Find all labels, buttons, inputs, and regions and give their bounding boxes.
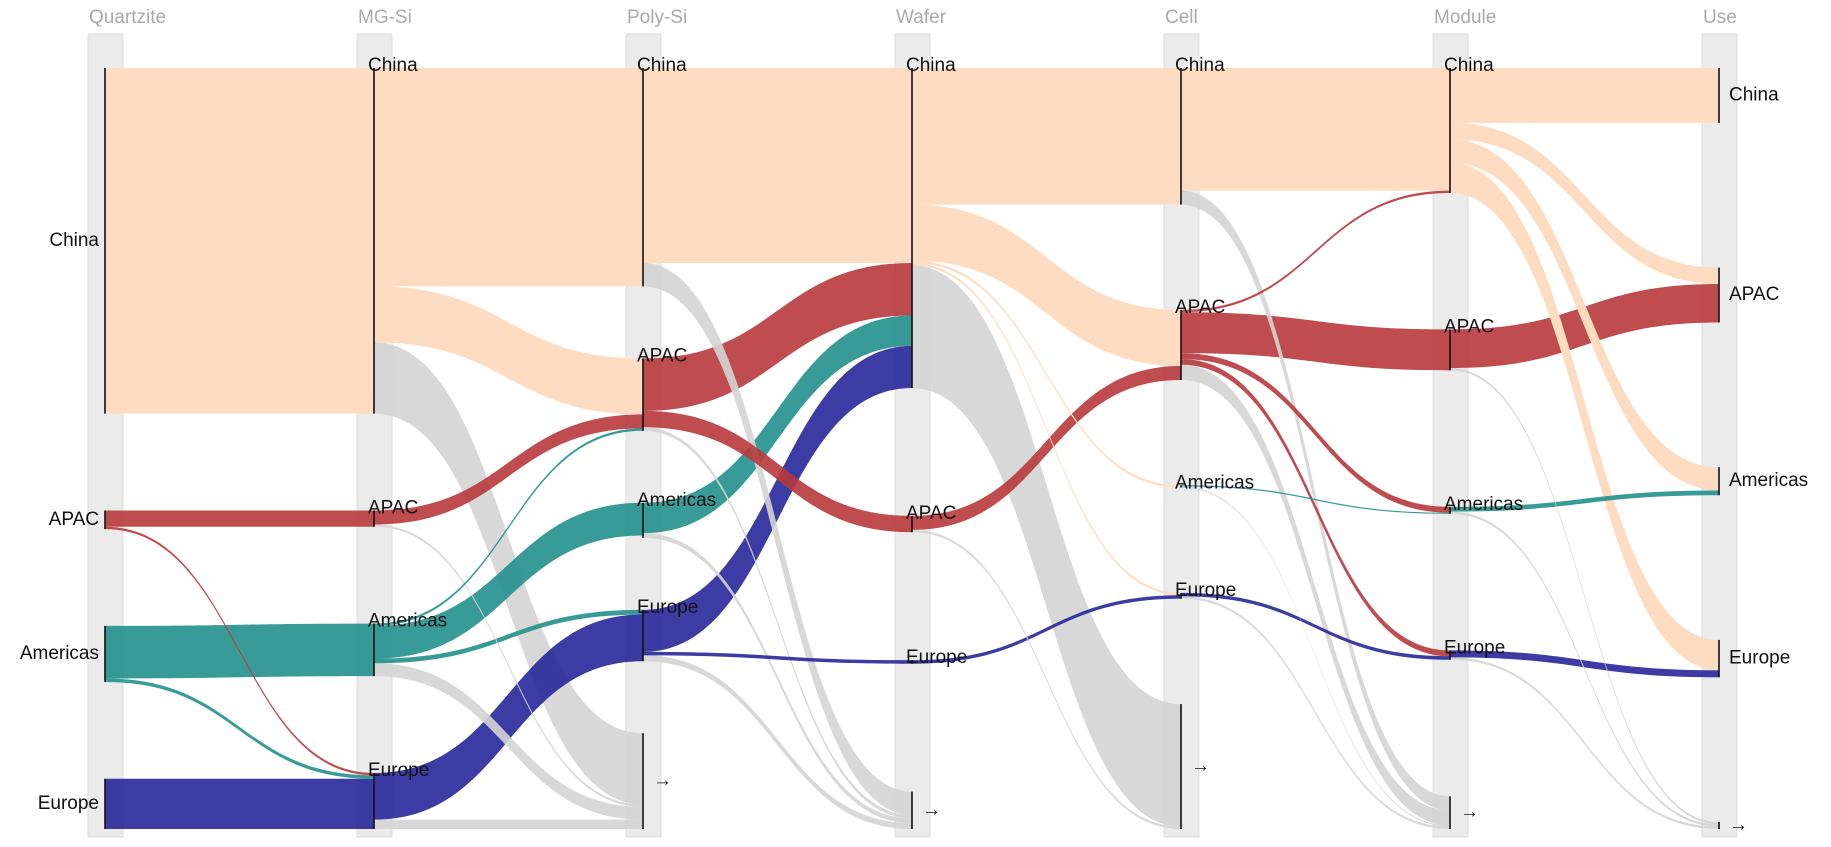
link — [1450, 162, 1719, 671]
link — [1181, 596, 1450, 829]
link — [374, 819, 643, 829]
node-label: → — [1460, 802, 1479, 823]
link — [643, 427, 912, 819]
node-label: Americas — [1175, 472, 1254, 493]
node-label: Europe — [368, 760, 429, 781]
node-label: Europe — [1729, 648, 1790, 669]
link — [643, 655, 912, 829]
node-label: APAC — [637, 345, 687, 366]
link — [1450, 657, 1719, 829]
node-label: APAC — [1444, 316, 1494, 337]
link — [912, 365, 1181, 530]
link — [374, 286, 643, 415]
link — [1181, 68, 1450, 191]
link — [912, 260, 1181, 488]
link — [1181, 364, 1450, 826]
node-label: China — [49, 230, 99, 251]
node-label: Americas — [368, 611, 447, 632]
node-label: Americas — [20, 643, 99, 664]
node-label: APAC — [49, 509, 99, 530]
link — [643, 345, 912, 652]
link — [105, 68, 374, 414]
link — [105, 526, 374, 776]
link — [643, 263, 912, 815]
node-label: Americas — [1444, 494, 1523, 515]
link — [1450, 68, 1719, 123]
node-label: China — [637, 55, 687, 76]
stage-label: Quartzite — [89, 7, 166, 28]
node-label: APAC — [906, 503, 956, 524]
node-label: Europe — [637, 597, 698, 618]
link — [643, 68, 912, 264]
node-label: APAC — [1175, 297, 1225, 318]
link — [105, 510, 374, 527]
link — [1181, 485, 1450, 514]
link — [643, 315, 912, 534]
link — [912, 68, 1181, 205]
link — [643, 263, 912, 411]
link — [1181, 592, 1450, 660]
stage-label: Wafer — [896, 7, 947, 28]
link — [374, 524, 643, 807]
link — [912, 529, 1181, 829]
link — [1181, 312, 1450, 371]
link — [912, 204, 1181, 366]
link — [374, 68, 643, 287]
node-label: China — [368, 55, 418, 76]
link — [374, 609, 643, 664]
node-label: APAC — [368, 497, 418, 518]
link — [1181, 358, 1450, 657]
link — [912, 595, 1181, 664]
node-label: → — [1729, 815, 1748, 836]
node-label: Europe — [1444, 637, 1505, 658]
link — [643, 651, 912, 664]
link — [1181, 486, 1450, 827]
links — [105, 68, 1719, 829]
node-label: Americas — [1729, 470, 1808, 491]
node-label: Americas — [637, 490, 716, 511]
stage-label: Use — [1703, 7, 1737, 28]
link — [1450, 511, 1719, 827]
stage-label: Poly-Si — [627, 7, 687, 28]
node-label: Europe — [906, 647, 967, 668]
link — [1450, 650, 1719, 678]
link — [1181, 190, 1450, 811]
stage-label: Cell — [1165, 7, 1198, 28]
node-label: China — [906, 55, 956, 76]
node-label: APAC — [1729, 284, 1779, 305]
link — [912, 263, 1181, 596]
stage-label: MG-Si — [358, 7, 412, 28]
link — [374, 428, 643, 626]
link — [912, 265, 1181, 827]
link — [374, 663, 643, 820]
link — [1181, 353, 1450, 513]
link — [1181, 190, 1450, 313]
nodes: China APAC Americas Europe China APAC Americas… — [20, 55, 1808, 835]
node-label: China — [1444, 55, 1494, 76]
link — [374, 614, 643, 820]
node-label: Europe — [38, 793, 99, 814]
link — [1450, 490, 1719, 512]
stage-label: Module — [1434, 7, 1496, 28]
link — [643, 410, 912, 533]
node-label: → — [922, 799, 941, 820]
node-label: → — [1191, 756, 1210, 777]
column-background — [1701, 33, 1738, 838]
node-label: → — [653, 770, 672, 791]
link — [374, 414, 643, 525]
link — [105, 778, 374, 829]
node-label: China — [1729, 84, 1779, 105]
link — [1450, 122, 1719, 284]
link — [374, 502, 643, 659]
node-label: China — [1175, 55, 1225, 76]
link — [643, 533, 912, 824]
link — [1450, 368, 1719, 825]
node-label: Europe — [1175, 580, 1236, 601]
link — [105, 678, 374, 779]
link — [1450, 139, 1719, 491]
